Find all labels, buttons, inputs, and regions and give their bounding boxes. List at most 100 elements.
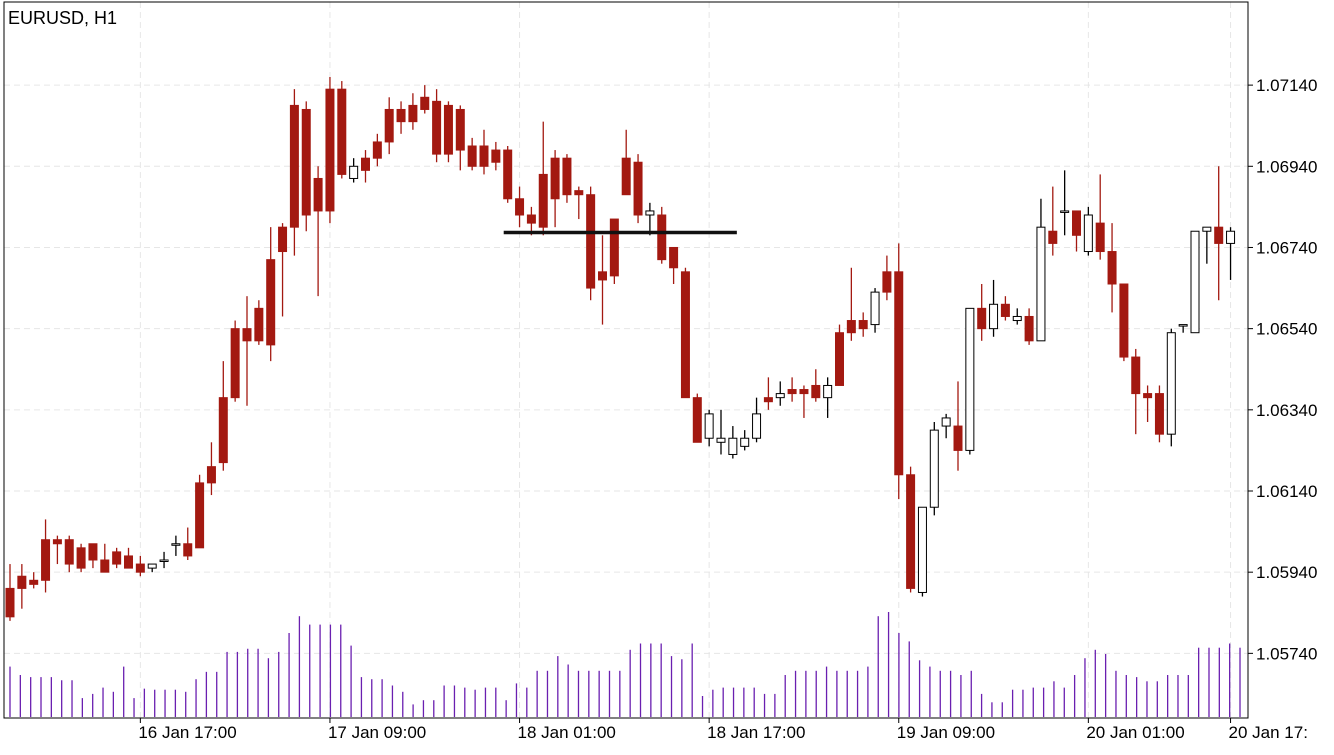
candle[interactable] xyxy=(396,101,406,134)
candle[interactable] xyxy=(1119,283,1129,362)
candle[interactable] xyxy=(680,267,690,399)
candle[interactable] xyxy=(728,426,738,459)
candle[interactable] xyxy=(467,137,477,171)
candle[interactable] xyxy=(538,121,548,236)
candle[interactable] xyxy=(443,101,453,163)
candle[interactable] xyxy=(669,246,679,284)
candle[interactable] xyxy=(1072,210,1081,252)
candle[interactable] xyxy=(692,393,702,443)
candle[interactable] xyxy=(1036,198,1046,342)
candle[interactable] xyxy=(716,409,726,455)
candle[interactable] xyxy=(76,543,86,573)
candle[interactable] xyxy=(5,564,15,621)
candle[interactable] xyxy=(254,300,264,345)
candle[interactable] xyxy=(515,186,525,228)
candle[interactable] xyxy=(1000,296,1010,321)
candle[interactable] xyxy=(242,296,252,406)
candle[interactable] xyxy=(1024,308,1034,345)
candle[interactable] xyxy=(420,85,430,114)
candle[interactable] xyxy=(526,206,536,236)
candle[interactable] xyxy=(100,543,110,573)
candle[interactable] xyxy=(112,547,122,569)
candle[interactable] xyxy=(41,519,51,593)
candle[interactable] xyxy=(491,141,501,171)
candle[interactable] xyxy=(1226,227,1236,280)
candle[interactable] xyxy=(1154,385,1164,443)
candle[interactable] xyxy=(657,206,667,264)
candle[interactable] xyxy=(432,89,442,163)
candle[interactable] xyxy=(1202,226,1212,264)
candle[interactable] xyxy=(823,377,833,418)
candle[interactable] xyxy=(313,166,323,297)
candle[interactable] xyxy=(29,572,39,589)
candle[interactable] xyxy=(633,154,643,224)
candle[interactable] xyxy=(325,77,335,224)
candle[interactable] xyxy=(1048,186,1058,256)
candle[interactable] xyxy=(147,563,157,573)
candle[interactable] xyxy=(704,409,714,447)
candle[interactable] xyxy=(479,129,489,175)
candle[interactable] xyxy=(917,506,927,597)
candle[interactable] xyxy=(218,361,228,471)
candle[interactable] xyxy=(752,397,762,443)
candle[interactable] xyxy=(195,474,205,549)
candle[interactable] xyxy=(763,377,773,410)
candle[interactable] xyxy=(1095,174,1105,260)
candle[interactable] xyxy=(372,133,382,167)
candle[interactable] xyxy=(64,535,74,573)
candle[interactable] xyxy=(586,186,596,301)
candle[interactable] xyxy=(361,150,370,183)
candle[interactable] xyxy=(882,255,892,301)
candle[interactable] xyxy=(562,154,572,203)
candle[interactable] xyxy=(1190,230,1200,334)
candle[interactable] xyxy=(230,320,240,402)
candle[interactable] xyxy=(846,267,856,341)
candle[interactable] xyxy=(787,377,797,402)
candle[interactable] xyxy=(929,422,939,516)
candle[interactable] xyxy=(88,543,98,569)
candle[interactable] xyxy=(977,284,987,341)
candle[interactable] xyxy=(645,202,655,236)
candle[interactable] xyxy=(171,535,181,556)
candle[interactable] xyxy=(1143,385,1153,422)
candle[interactable] xyxy=(1083,206,1093,256)
candle[interactable] xyxy=(455,105,465,171)
candle[interactable] xyxy=(1214,166,1224,301)
candle[interactable] xyxy=(183,527,193,560)
candle[interactable] xyxy=(266,227,276,362)
candle[interactable] xyxy=(278,223,288,317)
candle[interactable] xyxy=(124,547,133,569)
candle[interactable] xyxy=(775,381,785,406)
candle[interactable] xyxy=(799,385,809,418)
candle[interactable] xyxy=(740,430,750,451)
candle[interactable] xyxy=(408,93,418,130)
candle[interactable] xyxy=(906,466,916,593)
candle[interactable] xyxy=(1178,324,1188,333)
candle[interactable] xyxy=(941,413,951,439)
candle[interactable] xyxy=(598,235,607,325)
time-axis[interactable]: 16 Jan 17:00 17 Jan 09:00 18 Jan 01:00 18 J… xyxy=(138,718,1308,742)
candle[interactable] xyxy=(965,307,975,455)
candle[interactable] xyxy=(337,81,347,179)
candle[interactable] xyxy=(349,158,359,183)
candle[interactable] xyxy=(206,442,216,496)
candle[interactable] xyxy=(1012,308,1022,325)
candle[interactable] xyxy=(811,369,821,402)
candle[interactable] xyxy=(1166,328,1176,447)
candle[interactable] xyxy=(1131,348,1141,435)
candle[interactable] xyxy=(1107,223,1117,313)
candle[interactable] xyxy=(301,101,311,232)
price-axis[interactable]: 1.07140 1.06940 1.06740 1.06540 1.06340 1.061… xyxy=(1248,76,1317,663)
candle[interactable] xyxy=(609,218,619,284)
candle[interactable] xyxy=(289,89,299,256)
candle[interactable] xyxy=(384,97,394,155)
candle[interactable] xyxy=(621,129,631,196)
candle[interactable] xyxy=(953,381,963,471)
candle[interactable] xyxy=(135,555,145,577)
candle[interactable] xyxy=(894,243,904,500)
candle[interactable] xyxy=(858,312,868,337)
candle[interactable] xyxy=(870,288,880,333)
candle[interactable] xyxy=(835,324,844,386)
